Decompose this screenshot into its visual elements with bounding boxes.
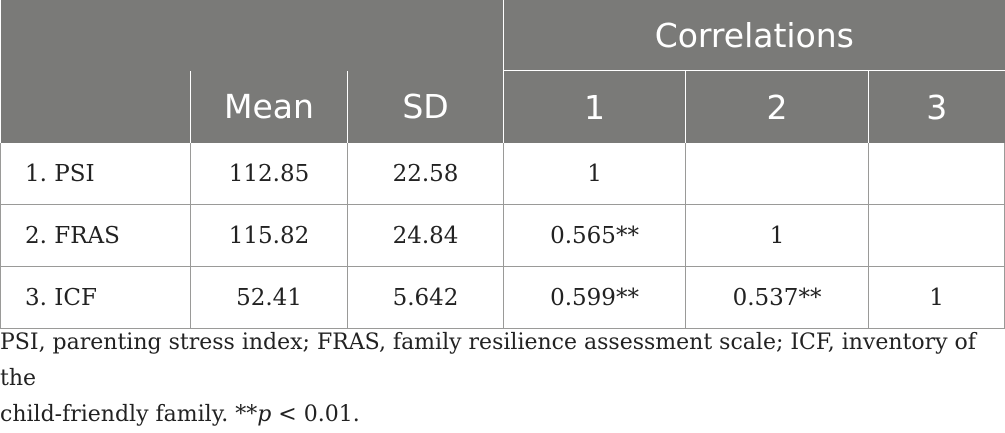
footnote-line2-prefix: child-friendly family. ** [0, 402, 258, 427]
row-label: 1. PSI [0, 143, 191, 205]
header-row-columns: Mean SD 1 2 3 [0, 70, 1005, 143]
corr-cell [868, 143, 1005, 205]
mean-cell: 112.85 [190, 143, 348, 205]
correlations-group-header: Correlations [503, 0, 1005, 71]
footnote-line1: PSI, parenting stress index; FRAS, famil… [0, 330, 976, 391]
table-row: 3. ICF 52.41 5.642 0.599** 0.537** 1 [0, 266, 1005, 329]
column-header-variable [0, 70, 191, 143]
footnote-p-symbol: p [257, 402, 272, 427]
mean-cell: 52.41 [190, 266, 348, 329]
corr-cell: 1 [685, 204, 870, 267]
table-row: 2. FRAS 115.82 24.84 0.565** 1 [0, 204, 1005, 267]
corr-cell: 1 [503, 143, 687, 205]
column-header-corr-3: 3 [868, 70, 1005, 143]
column-header-mean: Mean [190, 70, 348, 143]
column-header-corr-2: 2 [685, 70, 870, 143]
corr-cell: 1 [868, 266, 1005, 329]
corr-cell: 0.537** [685, 266, 870, 329]
header-blank-cell [0, 0, 505, 71]
row-label: 3. ICF [0, 266, 191, 329]
footnote-line2-suffix: < 0.01. [271, 402, 360, 427]
corr-cell [868, 204, 1005, 267]
sd-cell: 5.642 [347, 266, 505, 329]
corr-cell [685, 143, 870, 205]
mean-cell: 115.82 [190, 204, 348, 267]
header-row-group: Correlations [0, 0, 1005, 71]
sd-cell: 22.58 [347, 143, 505, 205]
column-header-corr-1: 1 [503, 70, 687, 143]
statistics-table: Correlations Mean SD 1 2 3 1. PSI 112.85… [0, 0, 1005, 329]
row-label: 2. FRAS [0, 204, 191, 267]
corr-cell: 0.599** [503, 266, 687, 329]
corr-cell: 0.565** [503, 204, 687, 267]
table-footnote: PSI, parenting stress index; FRAS, famil… [0, 325, 990, 433]
sd-cell: 24.84 [347, 204, 505, 267]
table-row: 1. PSI 112.85 22.58 1 [0, 143, 1005, 205]
column-header-sd: SD [347, 70, 505, 143]
